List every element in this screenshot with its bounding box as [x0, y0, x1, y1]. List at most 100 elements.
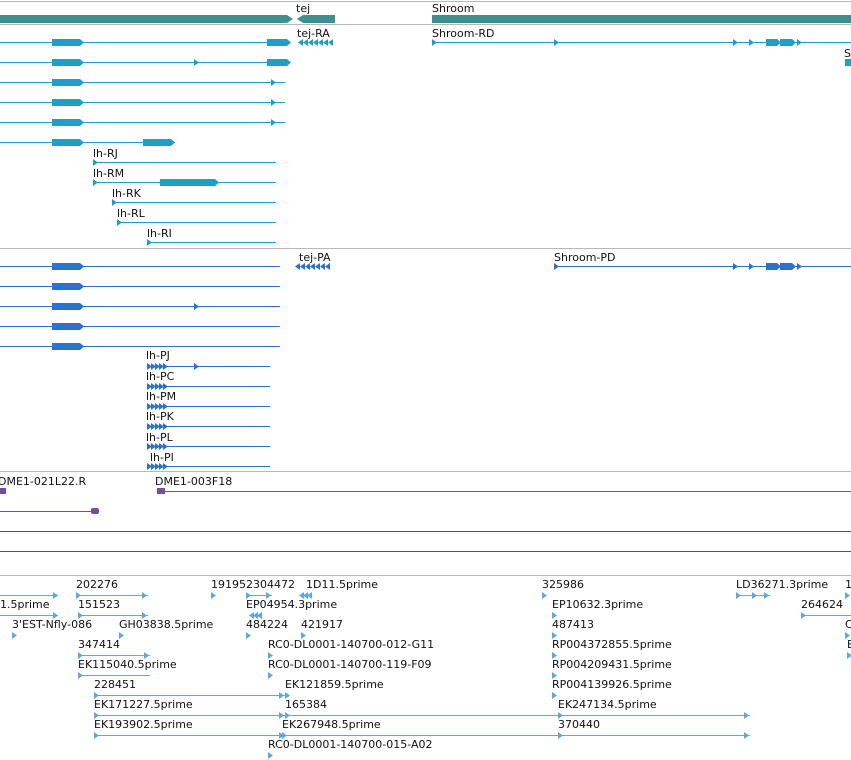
exon-block[interactable] [52, 39, 80, 46]
est-label[interactable]: RC0-DL0001-140700-119-F09 [268, 658, 432, 671]
est-label[interactable]: EK171227.5prime [94, 698, 193, 711]
transcript-label[interactable]: lh-RJ [93, 147, 118, 160]
protein-label[interactable]: lh-PJ [146, 349, 170, 362]
protein-label[interactable]: lh-PI [150, 451, 174, 464]
gene-band-shroom[interactable] [432, 15, 851, 23]
est-label[interactable]: EK193902.5prime [94, 718, 193, 731]
exon-block[interactable] [52, 303, 80, 310]
est-label[interactable]: C [845, 618, 851, 631]
exon-arrow[interactable] [80, 343, 84, 350]
exon-block[interactable] [52, 59, 80, 66]
transcript-features[interactable] [0, 39, 851, 246]
est-label[interactable]: RP004139926.5prime [552, 678, 672, 691]
exon-block[interactable] [52, 283, 80, 290]
exon-arrow[interactable] [80, 39, 84, 46]
gene-band-tej[interactable] [303, 15, 335, 23]
exon-block[interactable] [766, 39, 777, 46]
protein-label[interactable]: lh-PK [146, 410, 175, 423]
exon-block[interactable] [780, 39, 792, 46]
est-label[interactable]: EP10632.3prime [552, 598, 643, 611]
exon-block[interactable] [143, 139, 171, 146]
est-label[interactable]: 1D11.5prime [306, 578, 378, 591]
est-label[interactable]: RP004372855.5prime [552, 638, 672, 651]
gene-label[interactable]: tej [296, 2, 310, 15]
est-label[interactable]: 151523 [78, 598, 120, 611]
gene-label[interactable]: Shroom [432, 2, 474, 15]
exon-arrow[interactable] [80, 59, 84, 66]
est-label[interactable]: RP004209431.5prime [552, 658, 672, 671]
protein-label[interactable]: lh-PM [146, 390, 176, 403]
exon-arrow[interactable] [171, 139, 175, 146]
clone-feature[interactable] [91, 508, 99, 514]
exon-block[interactable] [52, 343, 80, 350]
exon-block[interactable] [780, 263, 792, 270]
exon-block[interactable] [267, 39, 287, 46]
exon-arrow[interactable] [792, 263, 796, 270]
est-features[interactable] [0, 592, 851, 759]
exon-arrow[interactable] [80, 263, 84, 270]
exon-block[interactable] [52, 119, 80, 126]
exon-arrow[interactable] [80, 79, 84, 86]
est-label[interactable]: 421917 [301, 618, 343, 631]
exon-arrow[interactable] [777, 263, 781, 270]
exon-arrow[interactable] [777, 39, 781, 46]
exon-arrow[interactable] [80, 139, 84, 146]
clone-feature[interactable] [157, 488, 165, 494]
exon-arrow[interactable] [80, 99, 84, 106]
est-label[interactable]: EK267948.5prime [282, 718, 381, 731]
est-label[interactable]: 191952304472 [211, 578, 295, 591]
est-label[interactable]: GH03838.5prime [119, 618, 214, 631]
exon-arrow[interactable] [80, 283, 84, 290]
transcript-label[interactable]: lh-RM [93, 167, 124, 180]
est-label[interactable]: 202276 [76, 578, 118, 591]
est-label[interactable]: 487413 [552, 618, 594, 631]
est-label[interactable]: E [847, 638, 851, 651]
exon-block[interactable] [766, 263, 777, 270]
clone-label[interactable]: DME1-021L22.R [0, 475, 86, 488]
est-label[interactable]: 484224 [246, 618, 288, 631]
est-label[interactable]: EK247134.5prime [558, 698, 657, 711]
est-label[interactable]: 370440 [558, 718, 600, 731]
gene-band-lh[interactable] [0, 15, 287, 23]
exon-arrow[interactable] [80, 303, 84, 310]
est-label[interactable]: LD36271.3prime [736, 578, 828, 591]
est-label[interactable]: RC0-DL0001-140700-012-G11 [268, 638, 434, 651]
exon-arrow[interactable] [80, 119, 84, 126]
exon-block[interactable] [845, 59, 851, 66]
est-label[interactable]: 165384 [285, 698, 327, 711]
transcript-label[interactable]: lh-RL [117, 207, 146, 220]
est-label[interactable]: EK121859.5prime [285, 678, 384, 691]
est-label[interactable]: 264624 [801, 598, 843, 611]
est-label[interactable]: EP04954.3prime [246, 598, 337, 611]
exon-block[interactable] [160, 179, 215, 186]
est-label[interactable]: 347414 [78, 638, 120, 651]
exon-arrow[interactable] [80, 323, 84, 330]
protein-label[interactable]: tej-PA [299, 251, 331, 264]
protein-label[interactable]: lh-PL [146, 431, 174, 444]
est-label[interactable]: 1.5prime [0, 598, 50, 611]
exon-block[interactable] [52, 99, 80, 106]
est-label[interactable]: 3'EST-Nfly-086 [12, 618, 92, 631]
exon-arrow[interactable] [215, 179, 219, 186]
exon-block[interactable] [52, 263, 80, 270]
clone-label[interactable]: DME1-003F18 [155, 475, 232, 488]
exon-block[interactable] [52, 139, 80, 146]
exon-arrow[interactable] [287, 59, 291, 66]
transcript-label[interactable]: lh-RI [147, 227, 172, 240]
est-label[interactable]: 325986 [542, 578, 584, 591]
transcript-label[interactable]: lh-RK [112, 187, 142, 200]
protein-features[interactable] [0, 263, 851, 470]
protein-label[interactable]: Shroom-PD [554, 251, 615, 264]
exon-block[interactable] [267, 59, 287, 66]
exon-arrow[interactable] [287, 39, 291, 46]
clone-feature[interactable] [0, 488, 6, 494]
est-label[interactable]: 1 [845, 578, 851, 591]
exon-block[interactable] [52, 323, 80, 330]
transcript-label[interactable]: S [844, 47, 851, 60]
est-label[interactable]: 228451 [94, 678, 136, 691]
exon-block[interactable] [52, 79, 80, 86]
transcript-label[interactable]: tej-RA [297, 27, 330, 40]
protein-label[interactable]: lh-PC [146, 370, 175, 383]
est-label[interactable]: RC0-DL0001-140700-015-A02 [268, 738, 433, 751]
est-label[interactable]: EK115040.5prime [78, 658, 177, 671]
